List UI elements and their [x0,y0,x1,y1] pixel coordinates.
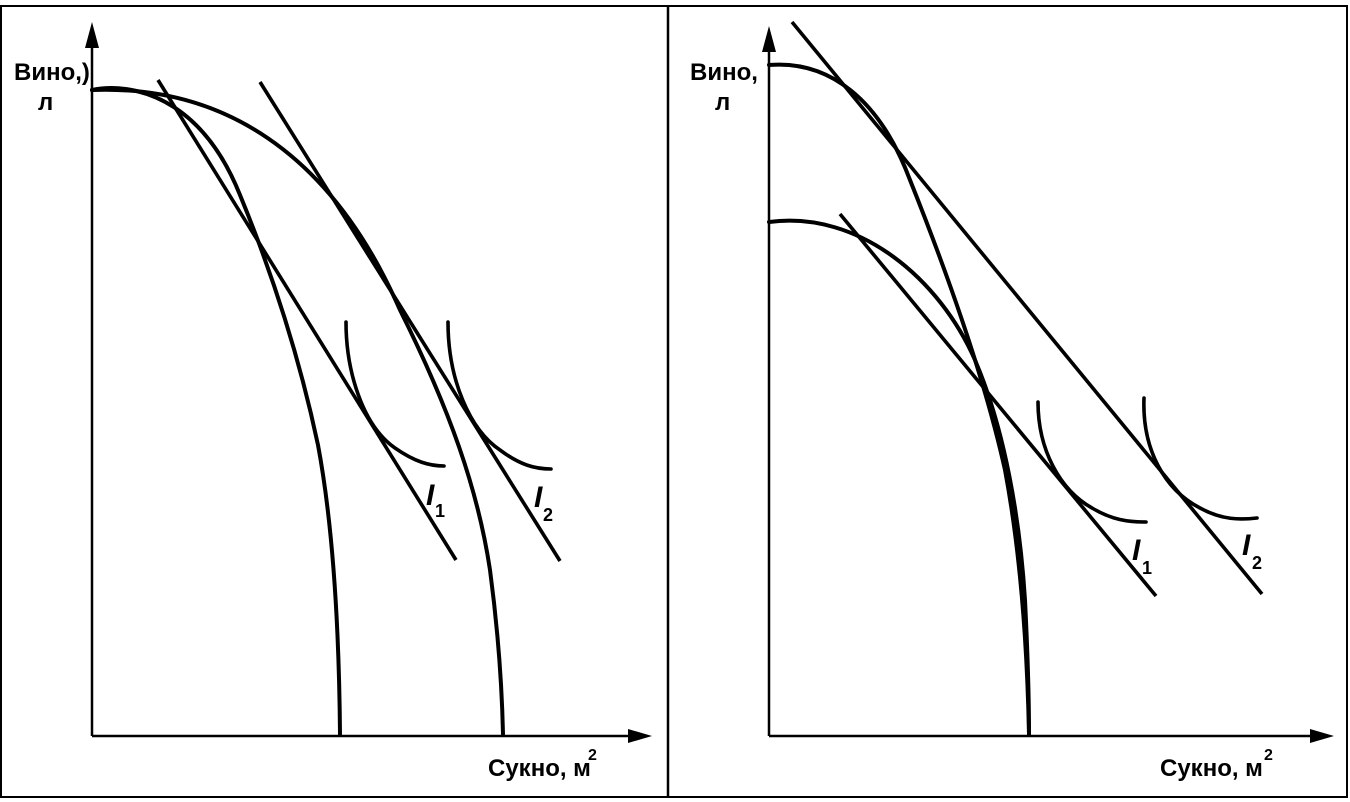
right-x-axis-unit-exponent: 2 [1264,747,1273,764]
left-panel: Вино,) л Сукно, м 2 I 1 I 2 [14,22,652,782]
right-indifference-curve-1 [1036,400,1148,524]
left-ppf-outer [90,87,505,736]
left-budget-line-1 [156,79,458,561]
right-indifference-label-2-subscript: 2 [1252,553,1262,573]
left-indifference-label-2: I [534,481,543,514]
right-budget-line-1 [838,212,1158,598]
right-y-axis-arrow [762,26,776,52]
right-x-axis-label: Сукно, м [1160,755,1263,782]
left-x-axis-unit-exponent: 2 [588,747,597,764]
right-x-axis-arrow [1310,729,1334,743]
left-x-axis-label: Сукно, м [488,755,591,782]
right-indifference-curve-2 [1142,396,1259,521]
right-budget-line-2 [790,20,1264,596]
right-ppf-lower [767,218,1031,736]
right-indifference-label-1-subscript: 1 [1142,558,1152,578]
left-y-axis-arrow [85,22,99,48]
left-y-axis-label-line1: Вино,) [14,59,90,86]
left-indifference-curve-2 [446,320,553,471]
left-budget-line-2 [258,81,562,562]
right-y-axis-label-line2: л [715,89,730,116]
left-indifference-curve-1 [344,320,446,468]
left-ppf-inner [90,86,342,736]
right-y-axis-label-line1: Вино, [690,59,758,86]
left-indifference-label-1-subscript: 1 [435,501,445,521]
left-y-axis-label-line2: л [38,89,53,116]
outer-frame [0,5,1348,798]
right-panel: Вино, л Сукно, м 2 I 1 I 2 [690,20,1334,782]
left-x-axis-arrow [628,729,652,743]
right-indifference-label-1: I [1132,534,1141,567]
right-indifference-label-2: I [1242,529,1251,562]
left-indifference-label-1: I [426,479,435,512]
right-ppf-upper [767,62,1031,736]
left-indifference-label-2-subscript: 2 [543,505,553,525]
